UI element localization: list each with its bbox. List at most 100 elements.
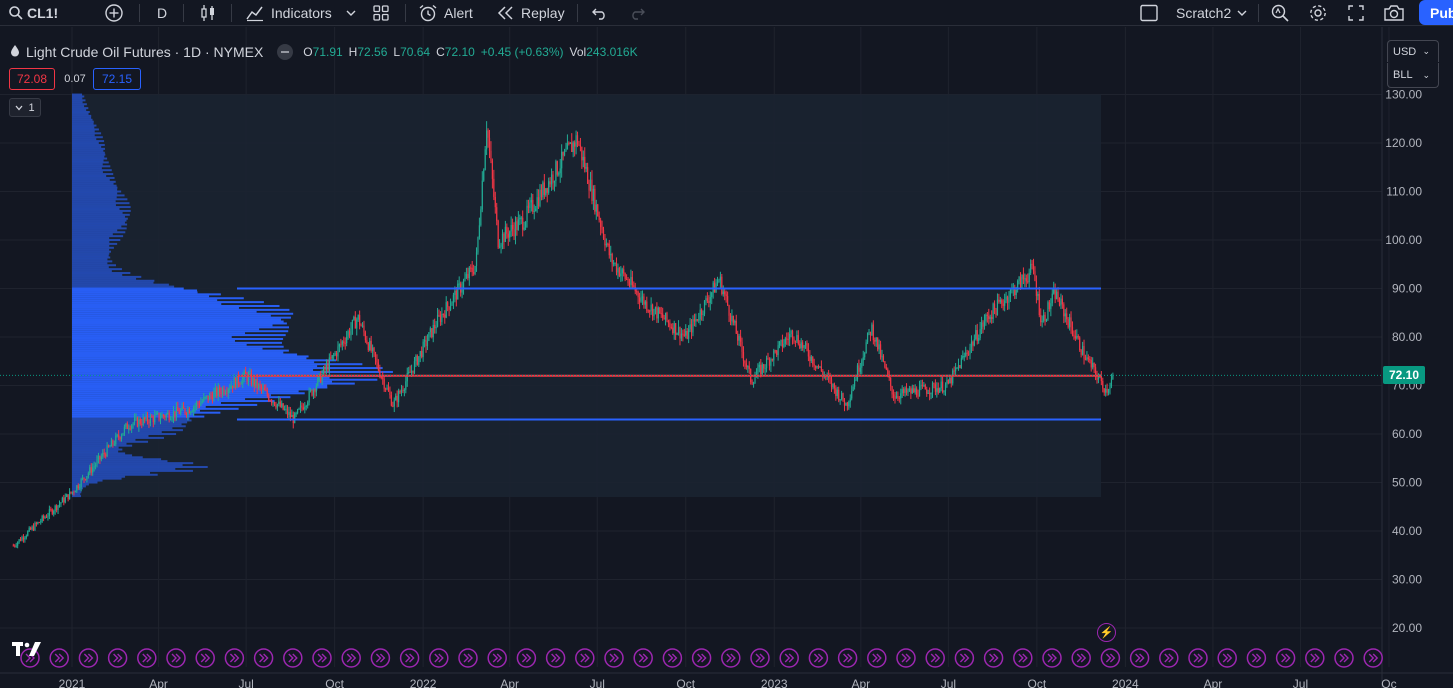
- candle-body: [584, 156, 586, 169]
- candle-body: [973, 339, 975, 346]
- currency-selector[interactable]: USD ⌄: [1387, 40, 1439, 62]
- candle-body: [962, 355, 964, 359]
- candle-body: [136, 417, 139, 427]
- candle-body: [43, 515, 45, 519]
- candle-body: [385, 388, 387, 390]
- price-axis[interactable]: 130.00120.00110.00100.0090.0080.0070.006…: [1381, 27, 1422, 688]
- candle-body: [119, 437, 121, 439]
- price-chart[interactable]: 130.00120.00110.00100.0090.0080.0070.006…: [0, 27, 1453, 688]
- series-title[interactable]: Light Crude Oil Futures · 1D · NYMEX: [26, 44, 264, 60]
- candle-body: [211, 396, 214, 402]
- candle-body: [965, 352, 967, 356]
- candle-body: [330, 357, 332, 359]
- indicators-collapse-button[interactable]: 1: [9, 98, 41, 117]
- candle-body: [812, 356, 814, 365]
- candle-body: [822, 371, 824, 376]
- candle-body: [99, 455, 101, 460]
- candle-body: [410, 370, 413, 373]
- top-toolbar: CL1! D Indicators Alert: [0, 0, 1453, 26]
- candle-body: [415, 355, 417, 362]
- candle-body: [224, 392, 227, 394]
- templates-button[interactable]: [372, 0, 390, 26]
- candle-body: [542, 182, 544, 198]
- candle-body: [585, 167, 587, 169]
- candle-body: [405, 381, 407, 390]
- candle-body: [1028, 272, 1030, 282]
- candle-body: [93, 466, 95, 468]
- volume-profile-bar: [72, 477, 122, 480]
- buy-price-button[interactable]: 72.15: [93, 68, 141, 90]
- snapshot-button[interactable]: [1383, 0, 1405, 26]
- quick-search-button[interactable]: [1270, 0, 1290, 26]
- candle-body: [957, 365, 960, 368]
- tradingview-logo[interactable]: [12, 641, 42, 662]
- candle-body: [683, 334, 685, 336]
- alert-button[interactable]: Alert: [418, 0, 473, 26]
- candle-body: [301, 405, 303, 408]
- volume-profile-bar: [72, 394, 271, 397]
- candle-body: [317, 377, 319, 386]
- chart-pane[interactable]: 130.00 120.00 110.00 100.00 90.00 80.00 70.00 6…: [0, 27, 1453, 688]
- candle-body: [843, 400, 846, 406]
- candle-body: [177, 406, 179, 412]
- event-markers[interactable]: [20, 648, 1383, 668]
- event-marker-chevrons: [1310, 653, 1320, 663]
- candle-body: [1067, 319, 1069, 328]
- volume-profile-bar: [72, 431, 162, 434]
- candle-body: [516, 221, 518, 230]
- undo-button[interactable]: [591, 0, 609, 26]
- symbol-search-button[interactable]: CL1!: [8, 0, 58, 26]
- candle-body: [200, 402, 202, 406]
- volume-profile-bar: [72, 250, 111, 253]
- candle-body: [695, 319, 697, 322]
- time-tick-label: Oc: [1381, 677, 1396, 688]
- horizontal-lines[interactable]: [0, 287, 1382, 421]
- volume-profile-bar: [72, 458, 162, 461]
- candle-body: [1019, 277, 1022, 288]
- volume-profile-bar: [72, 124, 97, 127]
- sell-price-button[interactable]: 72.08: [9, 68, 55, 90]
- low-key: L: [393, 45, 401, 59]
- candle-body: [778, 341, 781, 346]
- interval-button[interactable]: D: [157, 0, 167, 26]
- indicators-dropdown[interactable]: [346, 0, 356, 26]
- volume-profile-bar: [72, 427, 173, 430]
- layout-dropdown[interactable]: [1237, 0, 1247, 26]
- layout-name-button[interactable]: Scratch2: [1176, 0, 1231, 26]
- candle-body: [911, 388, 913, 394]
- candle-body: [640, 298, 642, 302]
- candle-body: [894, 397, 896, 399]
- chart-type-button[interactable]: [199, 0, 217, 26]
- volume-profile-bar: [72, 132, 102, 135]
- compare-button[interactable]: [104, 0, 124, 26]
- fullscreen-button[interactable]: [1347, 0, 1365, 26]
- candle-body: [400, 390, 403, 393]
- candle-body: [341, 341, 343, 345]
- candle-body: [286, 408, 289, 415]
- volume-profile-bar: [72, 206, 131, 209]
- replay-button[interactable]: Replay: [497, 0, 565, 26]
- time-axis[interactable]: 2021 Apr Jul Oct 2022 Apr Jul Oct 2023 Apr Jul Oct 2…: [0, 672, 1453, 688]
- settings-button[interactable]: [1308, 0, 1328, 26]
- candle-body: [711, 292, 713, 298]
- candle-body: [803, 345, 805, 348]
- candle-body: [234, 378, 237, 388]
- unit-selector[interactable]: BLL ⌄: [1387, 63, 1439, 88]
- candle-body: [601, 227, 603, 230]
- candle-body: [67, 494, 69, 500]
- indicators-button[interactable]: Indicators: [245, 0, 332, 26]
- lightning-event-icon[interactable]: ⚡: [1097, 623, 1116, 642]
- event-marker-chevrons: [492, 653, 503, 663]
- publish-button[interactable]: Pub: [1419, 0, 1453, 25]
- hide-series-icon[interactable]: [277, 44, 294, 60]
- candle-body: [663, 317, 665, 320]
- volume-profile-bar: [72, 419, 192, 422]
- candle-body: [832, 383, 834, 387]
- candle-body: [933, 382, 935, 385]
- candle-body: [900, 393, 902, 399]
- candle-body: [70, 491, 72, 494]
- candle-body: [934, 384, 936, 392]
- candle-body: [571, 142, 573, 153]
- layout-button[interactable]: [1139, 0, 1159, 26]
- redo-button[interactable]: [628, 0, 646, 26]
